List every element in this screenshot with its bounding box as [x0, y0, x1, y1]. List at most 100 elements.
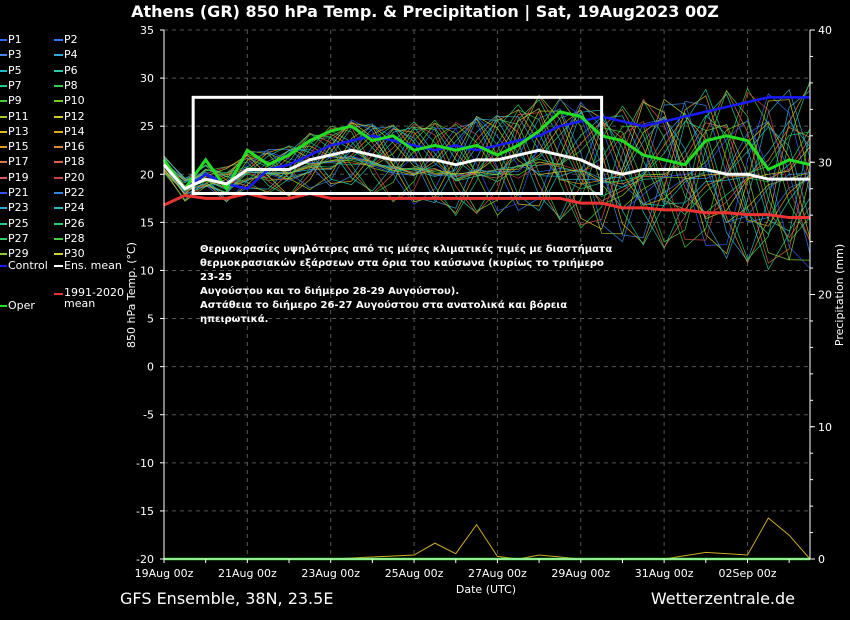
legend-swatch: [0, 100, 7, 103]
legend-swatch: [0, 222, 7, 225]
legend-item: P14: [54, 124, 85, 138]
y2-tick-label: 30: [818, 156, 832, 169]
legend-label: P24: [64, 201, 85, 215]
ensemble-member-line: [163, 114, 811, 218]
legend-item: P11: [0, 110, 29, 123]
legend-item: P25: [0, 217, 29, 230]
annotation-line: Θερμοκρασίες υψηλότερες από τις μέσες κλ…: [200, 244, 613, 255]
legend-swatch: [54, 115, 63, 118]
legend-swatch: [54, 100, 63, 103]
legend-swatch: [54, 69, 63, 72]
legend-swatch: [54, 253, 63, 256]
ensemble-member-line: [163, 108, 811, 221]
legend-label: P27: [8, 231, 29, 245]
legend-label: P1: [8, 33, 22, 46]
legend-item: P15: [0, 140, 29, 153]
y2-tick-label: 20: [818, 289, 832, 302]
legend-swatch: [54, 54, 63, 57]
footer-model-info: GFS Ensemble, 38N, 23.5E: [120, 589, 334, 608]
footer-site-name[interactable]: Wetterzentrale.de: [650, 589, 795, 608]
legend-item: P22: [54, 186, 85, 199]
legend-swatch: [54, 161, 63, 164]
legend-swatch: [0, 146, 7, 149]
series-line-climate: [163, 191, 810, 220]
legend-item: P1: [0, 33, 22, 46]
legend-label: 1991-2020 mean: [64, 286, 124, 310]
series-line-mean: [162, 148, 810, 191]
x-tick-label: 21Aug 00z: [218, 567, 277, 580]
legend-swatch: [0, 265, 7, 267]
legend-label: P18: [64, 155, 85, 169]
legend-swatch: [0, 253, 7, 256]
legend-item: P8: [54, 79, 78, 92]
legend-label: P2: [64, 33, 78, 46]
x-tick-label: 31Aug 00z: [635, 567, 694, 580]
legend-swatch: [54, 84, 63, 87]
legend-label: P21: [8, 186, 29, 199]
x-tick-label: 25Aug 00z: [385, 567, 444, 580]
y-tick-label: 15: [140, 216, 154, 229]
y2-axis-label: Precipitation (mm): [833, 244, 846, 346]
legend-swatch: [54, 265, 63, 267]
legend-label: P3: [8, 48, 22, 62]
legend-item: P4: [54, 48, 78, 61]
main-series: [162, 96, 811, 220]
legend-swatch: [0, 237, 7, 240]
legend-item: P3: [0, 48, 22, 62]
legend-item: P21: [0, 186, 29, 199]
legend-swatch: [54, 222, 63, 225]
legend-label: P17: [8, 155, 29, 169]
y-tick-label: -5: [143, 409, 154, 422]
legend-label: P19: [8, 170, 29, 184]
chart-annotation: Θερμοκρασίες υψηλότερες από τις μέσες κλ…: [200, 243, 620, 327]
legend-swatch: [0, 130, 7, 133]
legend-swatch: [54, 176, 63, 179]
legend-item: P19: [0, 170, 29, 184]
y-tick-label: 10: [140, 264, 154, 277]
y-tick-label: 35: [140, 24, 154, 37]
x-tick-label: 27Aug 00z: [468, 567, 527, 580]
y-tick-label: 20: [140, 168, 154, 181]
legend-item: P16: [54, 140, 85, 153]
legend-label: P5: [8, 63, 22, 77]
legend-swatch: [0, 207, 7, 210]
legend-label: Oper: [8, 299, 35, 312]
legend-label: P10: [64, 94, 85, 108]
legend-label: Ens. mean: [64, 259, 122, 272]
y-axis-label: 850 hPa Temp. (°C): [125, 242, 138, 348]
legend-label: P29: [8, 247, 29, 261]
y2-tick-label: 0: [818, 553, 825, 566]
legend-label: P6: [64, 63, 78, 77]
legend-label: P28: [64, 231, 85, 245]
legend-item: 1991-2020 mean: [54, 286, 134, 310]
legend-item: P20: [54, 171, 85, 184]
legend-item: P7: [0, 79, 22, 92]
legend-item: P2: [54, 33, 78, 46]
annotation-line: θερμοκρασιακών εξάρσεων στα όρια του καύ…: [200, 258, 604, 283]
legend-swatch: [0, 84, 7, 87]
legend-swatch: [54, 237, 63, 240]
legend-item: Control: [0, 259, 48, 272]
legend-label: P13: [8, 124, 29, 138]
legend-label: P26: [64, 216, 85, 230]
legend-item: P13: [0, 124, 29, 138]
ensemble-member-line: [163, 90, 811, 243]
x-axis-label: Date (UTC): [456, 583, 516, 596]
precipitation-line: [164, 517, 811, 560]
legend-item: P23: [0, 201, 29, 215]
highlight-box: [191, 95, 604, 196]
legend-label: P23: [8, 201, 29, 215]
x-tick-label: 02Sep 00z: [718, 567, 776, 580]
legend-swatch: [0, 161, 7, 164]
legend-item: P26: [54, 216, 85, 230]
legend-swatch: [0, 54, 7, 57]
legend-label: P14: [64, 124, 85, 138]
y2-tick-label: 40: [818, 24, 832, 37]
x-tick-label: 19Aug 00z: [135, 567, 194, 580]
legend-label: P22: [64, 186, 85, 199]
legend-swatch: [0, 305, 7, 307]
x-tick-label: 29Aug 00z: [551, 567, 610, 580]
legend-item: P6: [54, 63, 78, 77]
